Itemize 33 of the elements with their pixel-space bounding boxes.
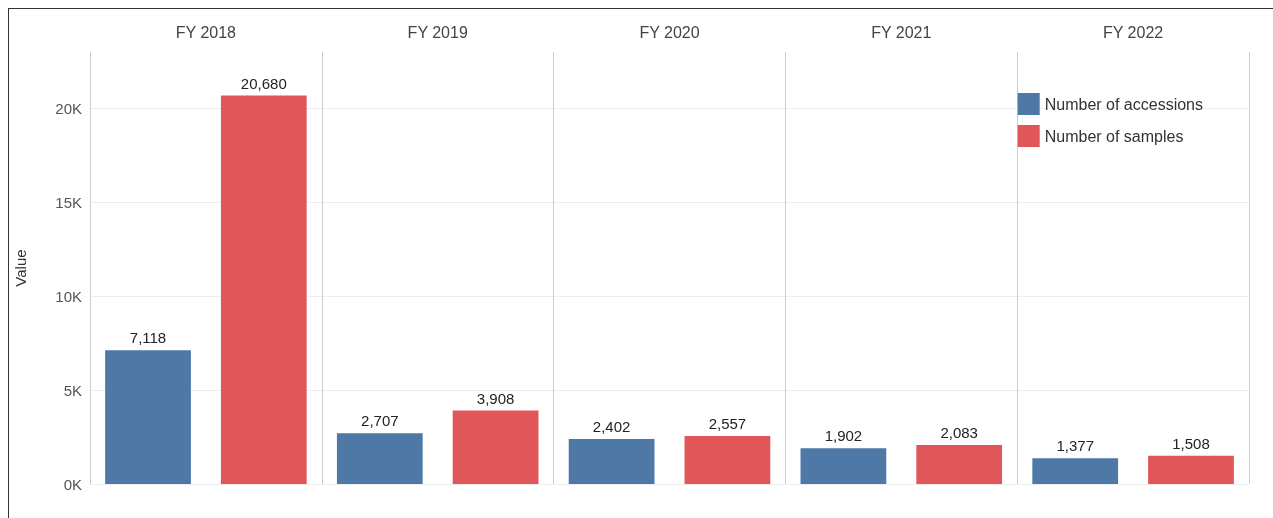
x-tick-label: FY 2022 <box>1103 23 1164 41</box>
y-axis-title: Value <box>12 249 29 287</box>
data-label: 1,902 <box>824 427 863 445</box>
data-label: 2,707 <box>361 412 399 430</box>
data-label: 2,083 <box>940 423 978 441</box>
data-label: 2,402 <box>592 417 631 435</box>
bar <box>452 410 539 484</box>
data-label: 2,557 <box>708 414 747 432</box>
legend-label: Number of accessions <box>1044 95 1204 113</box>
bar <box>1148 455 1234 484</box>
bar <box>568 438 655 484</box>
y-tick-label: 0K <box>63 475 82 493</box>
bar <box>105 350 191 484</box>
bar <box>336 433 423 484</box>
data-label: 1,377 <box>1056 437 1094 455</box>
bar <box>1032 458 1119 484</box>
data-label: 1,508 <box>1172 434 1210 452</box>
data-label: 7,118 <box>129 329 167 347</box>
y-tick-label: 10K <box>55 287 82 305</box>
bar <box>684 435 771 484</box>
data-label: 20,680 <box>240 74 287 92</box>
bar <box>220 95 307 484</box>
y-tick-label: 15K <box>55 193 82 211</box>
bar <box>916 444 1003 484</box>
y-tick-label: 5K <box>63 381 82 399</box>
data-label: 3,908 <box>476 389 515 407</box>
bar <box>800 448 887 484</box>
legend-label: Number of samples <box>1044 127 1184 145</box>
x-tick-label: FY 2019 <box>407 23 468 41</box>
x-tick-label: FY 2018 <box>175 23 237 41</box>
x-tick-label: FY 2020 <box>639 23 700 41</box>
x-tick-label: FY 2021 <box>871 23 932 41</box>
y-tick-label: 20K <box>55 99 82 117</box>
